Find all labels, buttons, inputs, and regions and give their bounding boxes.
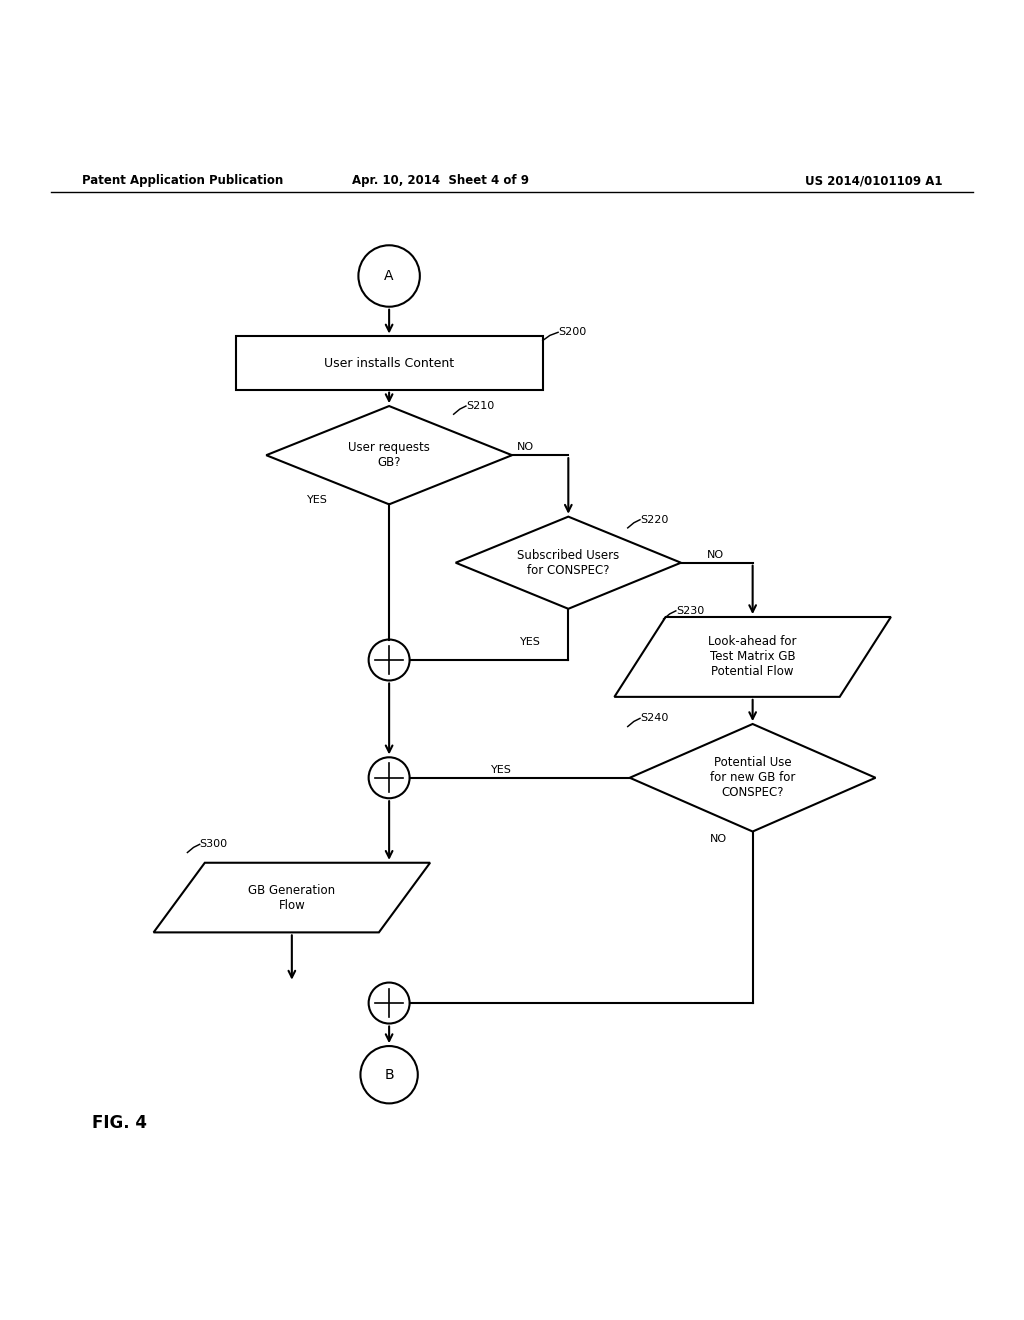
Text: Apr. 10, 2014  Sheet 4 of 9: Apr. 10, 2014 Sheet 4 of 9 [352,174,528,187]
Text: B: B [384,1068,394,1081]
Text: YES: YES [307,495,328,506]
Text: S210: S210 [466,401,495,411]
Text: S300: S300 [200,840,227,849]
Text: S230: S230 [676,606,705,616]
Text: FIG. 4: FIG. 4 [92,1114,147,1131]
Text: User installs Content: User installs Content [324,356,455,370]
Text: US 2014/0101109 A1: US 2014/0101109 A1 [805,174,942,187]
Text: YES: YES [520,636,541,647]
Text: Potential Use
for new GB for
CONSPEC?: Potential Use for new GB for CONSPEC? [710,756,796,799]
Text: GB Generation
Flow: GB Generation Flow [248,883,336,912]
Text: S220: S220 [640,515,669,525]
Text: Patent Application Publication: Patent Application Publication [82,174,284,187]
Text: S200: S200 [558,327,587,338]
Text: S240: S240 [640,713,669,723]
Text: Look-ahead for
Test Matrix GB
Potential Flow: Look-ahead for Test Matrix GB Potential … [709,635,797,678]
Text: NO: NO [707,549,724,560]
Text: User requests
GB?: User requests GB? [348,441,430,469]
Text: NO: NO [517,442,535,451]
Text: NO: NO [710,834,727,845]
Text: YES: YES [492,764,512,775]
Text: A: A [384,269,394,282]
Text: Subscribed Users
for CONSPEC?: Subscribed Users for CONSPEC? [517,549,620,577]
